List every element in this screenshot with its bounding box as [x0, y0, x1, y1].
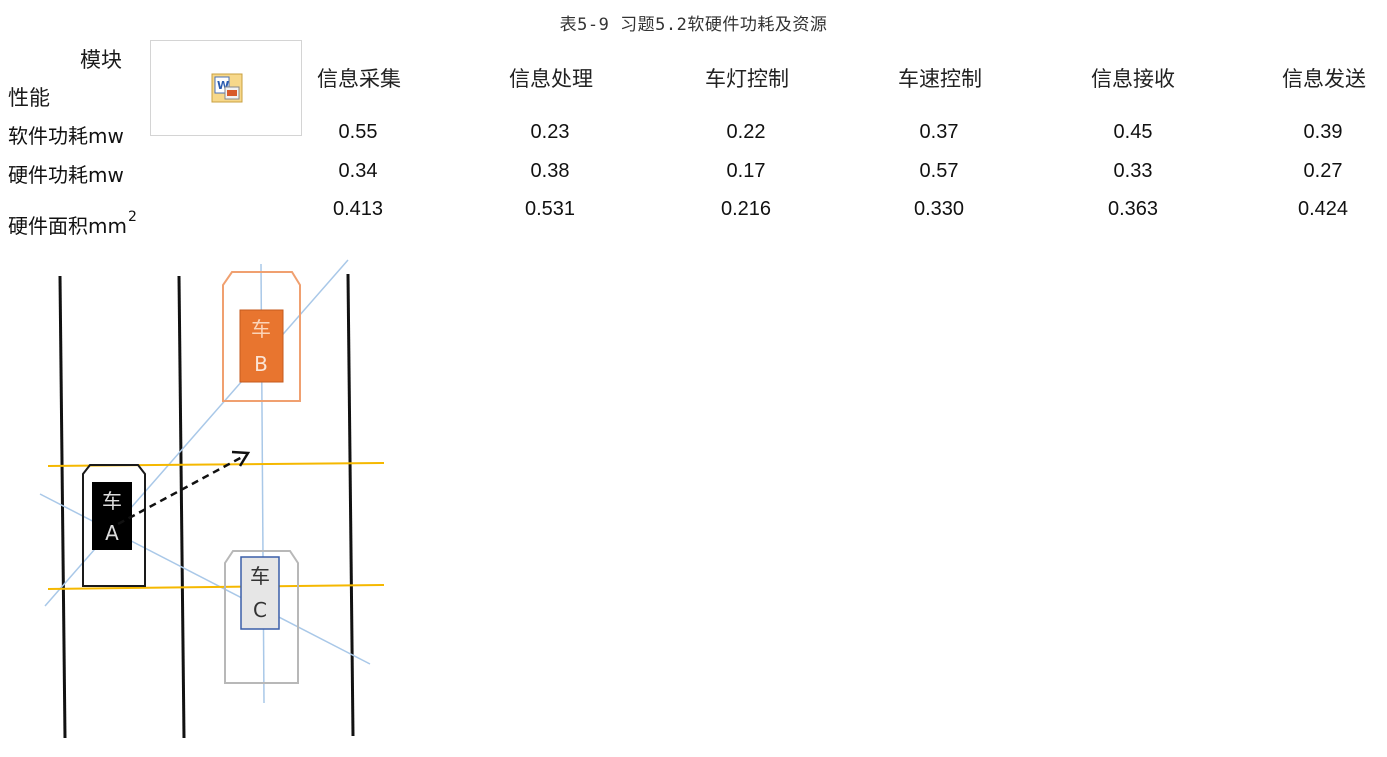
table-cell: 0.57 — [919, 160, 959, 182]
word-document-icon[interactable]: W — [211, 73, 243, 103]
car-a-label-1: 车 — [102, 489, 122, 513]
table-cell: 0.216 — [720, 198, 772, 220]
car-a-label-2: A — [105, 521, 119, 545]
car-c-label-2: C — [253, 598, 267, 622]
superscript: 2 — [127, 209, 137, 225]
car-b-label-1: 车 — [251, 317, 271, 341]
guide-line-diagonal-2 — [39, 493, 371, 665]
table-cell: 0.39 — [1303, 121, 1343, 143]
lane-line-left — [58, 275, 67, 739]
col-header-light-control: 车灯控制 — [705, 67, 789, 91]
road-diagram: 车 B 车 A 车 C — [39, 259, 385, 739]
row-label-hardware-power: 硬件功耗mw — [8, 163, 124, 187]
car-c: 车 C — [224, 550, 299, 684]
car-b-label-2: B — [254, 352, 268, 376]
table-cell: 0.34 — [338, 160, 378, 182]
table-cell: 0.23 — [530, 121, 570, 143]
col-header-info-send: 信息发送 — [1282, 67, 1366, 91]
col-header-info-collect: 信息采集 — [317, 67, 401, 91]
table-cell: 0.27 — [1303, 160, 1343, 182]
table-cell: 0.363 — [1107, 198, 1159, 220]
row-label-hardware-area: 硬件面积mm2 — [8, 209, 137, 239]
car-b: 车 B — [222, 271, 301, 402]
table-cell: 0.38 — [530, 160, 570, 182]
table-cell: 0.37 — [919, 121, 959, 143]
corner-header-module: 模块 — [80, 48, 122, 72]
row-label-software-power: 软件功耗mw — [8, 124, 124, 148]
row-label-text: 硬件面积mm — [8, 214, 127, 238]
horizontal-line-lower — [47, 584, 385, 590]
table-cell: 0.33 — [1113, 160, 1153, 182]
col-header-info-receive: 信息接收 — [1091, 67, 1175, 91]
lane-change-arrow — [117, 450, 251, 526]
table-cell: 0.55 — [338, 121, 378, 143]
table-cell: 0.22 — [726, 121, 766, 143]
car-c-label-1: 车 — [250, 564, 270, 588]
embedded-object-frame[interactable]: W — [150, 40, 302, 136]
lane-line-middle — [177, 275, 186, 739]
col-header-info-process: 信息处理 — [509, 67, 593, 91]
table-cell: 0.531 — [524, 198, 576, 220]
corner-header-performance: 性能 — [8, 86, 50, 110]
guide-line-diagonal-1 — [44, 259, 349, 607]
table-cell: 0.424 — [1297, 198, 1349, 220]
car-a: 车 A — [82, 464, 146, 587]
table-cell: 0.45 — [1113, 121, 1153, 143]
table-caption: 表5-9 习题5.2软硬件功耗及资源 — [559, 15, 828, 35]
table-cell: 0.330 — [913, 198, 965, 220]
col-header-speed-control: 车速控制 — [898, 67, 982, 91]
table-cell: 0.413 — [332, 198, 384, 220]
lane-line-right — [346, 273, 355, 737]
table-cell: 0.17 — [726, 160, 766, 182]
